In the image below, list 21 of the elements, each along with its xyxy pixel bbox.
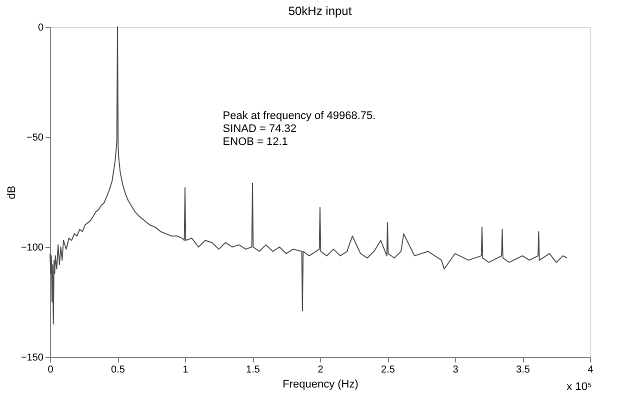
x-tick-label: 2.5 [381,364,396,376]
annotation: ENOB = 12.1 [222,136,288,148]
annotation: SINAD = 74.32 [222,123,296,136]
x-axis-title: Frequency (Hz) [282,378,358,390]
y-tick-label: −50 [26,132,44,144]
x-tick-label: 1.5 [246,364,260,376]
x-tick-label: 3 [452,364,459,376]
x-tick-label: 3.5 [516,364,530,376]
x-tick-label: 2 [318,364,324,376]
x-tick-label: 4 [588,364,594,376]
y-tick-label: 0 [38,22,44,34]
text: x 10⁵ [566,381,592,393]
y-tick-label: −150 [20,352,44,364]
y-axis-title: dB [6,186,18,200]
x-tick-label: 0.5 [111,364,126,376]
x-tick-label: 0 [48,364,54,376]
annotation: Peak at frequency of 49968.75. [222,110,376,122]
chart-title: 50kHz input [288,4,352,18]
line-series [50,26,568,324]
x-tick-label: 1 [182,364,189,376]
y-tick-label: −100 [20,242,44,254]
